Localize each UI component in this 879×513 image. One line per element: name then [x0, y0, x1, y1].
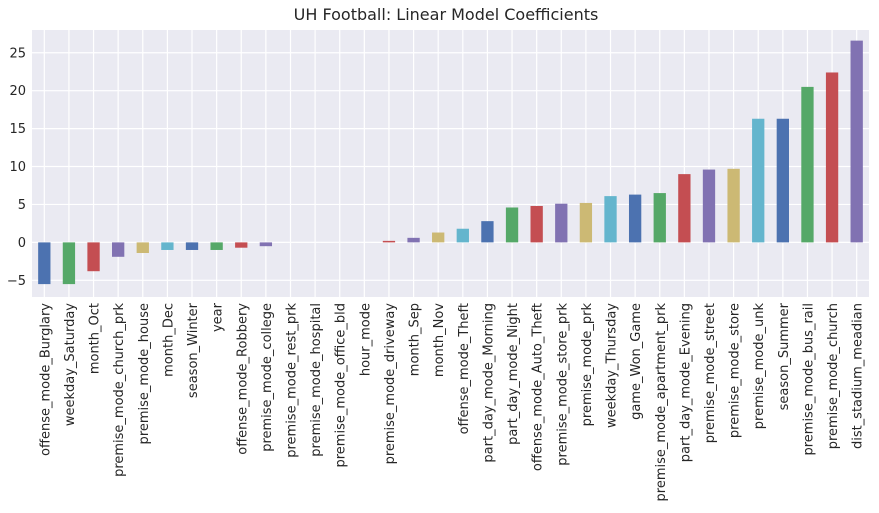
x-tick-label: premise_mode_street	[703, 303, 718, 443]
x-tick-label: premise_mode_store	[728, 303, 743, 438]
y-tick-label: 15	[9, 122, 26, 137]
gridlines	[32, 30, 869, 297]
bar	[702, 169, 716, 243]
x-tick-label: year	[211, 302, 226, 332]
bar	[505, 207, 519, 243]
x-tick-label: part_day_mode_Evening	[678, 303, 693, 462]
bar	[38, 242, 51, 285]
bar	[530, 205, 543, 243]
bar	[850, 40, 863, 243]
x-tick-label: premise_mode_church_prk	[112, 303, 127, 477]
bar	[456, 228, 469, 243]
y-tick-label: 0	[18, 236, 26, 251]
bar	[432, 232, 445, 243]
x-tick-label: premise_mode_apartment_prk	[654, 303, 669, 502]
bar	[210, 242, 223, 250]
x-tick-label: offense_mode_Auto_Theft	[531, 303, 546, 471]
bar	[604, 196, 617, 243]
x-tick-label: part_day_mode_Morning	[481, 303, 496, 463]
x-tick-label: month_Sep	[408, 303, 423, 376]
x-tick-label: premise_mode_office_bld	[334, 303, 349, 468]
chart-title: UH Football: Linear Model Coefficients	[294, 5, 599, 24]
x-tick-label: offense_mode_Theft	[457, 303, 472, 434]
x-tick-label: month_Oct	[88, 303, 103, 374]
x-tick-label: month_Nov	[432, 303, 447, 377]
bar	[628, 194, 642, 243]
x-tick-label: dist_stadium_meadian	[851, 303, 866, 449]
bar	[161, 242, 174, 250]
x-tick-label: premise_mode_church	[826, 303, 841, 449]
x-tick-label: premise_mode_prk	[580, 303, 595, 427]
y-tick-label: 25	[9, 46, 26, 61]
x-tick-label: premise_mode_hospital	[309, 303, 324, 457]
bar	[407, 237, 420, 243]
bar	[678, 174, 691, 243]
bar	[136, 242, 149, 254]
x-tick-label: game_Won_Game	[629, 303, 644, 420]
bar	[259, 242, 273, 247]
bar	[555, 203, 568, 243]
x-tick-label: weekday_Saturday	[63, 303, 78, 426]
x-tick-label: season_Summer	[777, 302, 792, 410]
bars	[38, 40, 863, 285]
bar	[752, 118, 765, 243]
y-tick-label: −5	[7, 274, 26, 289]
bar	[727, 168, 740, 243]
x-tick-label: month_Dec	[161, 303, 176, 377]
x-tick-label: offense_mode_Robbery	[235, 303, 250, 455]
bar	[382, 240, 396, 243]
bar	[185, 242, 199, 250]
x-tick-label: season_Winter	[186, 302, 201, 398]
x-tick-label: premise_mode_store_prk	[555, 303, 570, 466]
x-tick-label: offense_mode_Burglary	[38, 303, 53, 456]
bar	[653, 193, 666, 243]
bar	[579, 202, 593, 243]
x-tick-label: premise_mode_driveway	[383, 303, 398, 465]
x-tick-label: premise_mode_rest_prk	[284, 303, 299, 458]
bar	[112, 242, 125, 257]
y-tick-label: 20	[9, 84, 26, 99]
x-tick-label: weekday_Thursday	[605, 303, 620, 428]
x-tick-label: hour_mode	[358, 303, 373, 376]
x-tick-label: premise_mode_college	[260, 303, 275, 452]
bar	[825, 72, 839, 243]
bar	[801, 86, 814, 243]
plot-area	[32, 30, 869, 297]
y-tick-label: 10	[9, 160, 26, 175]
y-tick-label: 5	[18, 198, 26, 213]
x-tick-label: premise_mode_house	[137, 303, 152, 444]
bar	[62, 242, 76, 285]
bar	[776, 118, 789, 243]
y-axis-ticks: −5 0 5 10 15 20 25	[7, 46, 26, 289]
bar	[481, 221, 494, 243]
x-tick-label: part_day_mode_Night	[506, 303, 521, 445]
bar	[87, 242, 100, 272]
x-axis-ticks: offense_mode_Burglary weekday_Saturday mon…	[38, 302, 865, 501]
x-tick-label: premise_mode_unk	[752, 303, 767, 430]
x-tick-label: premise_mode_bus_rail	[801, 303, 816, 456]
bar	[235, 242, 248, 248]
